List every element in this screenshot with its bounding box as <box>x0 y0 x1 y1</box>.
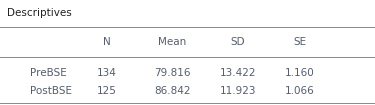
Text: N: N <box>103 37 111 47</box>
Text: PreBSE: PreBSE <box>30 68 67 79</box>
Text: 79.816: 79.816 <box>154 68 191 79</box>
Text: PostBSE: PostBSE <box>30 86 72 96</box>
Text: SD: SD <box>231 37 245 47</box>
Text: 86.842: 86.842 <box>154 86 191 96</box>
Text: 134: 134 <box>97 68 117 79</box>
Text: 125: 125 <box>97 86 117 96</box>
Text: 1.066: 1.066 <box>285 86 315 96</box>
Text: 13.422: 13.422 <box>220 68 257 79</box>
Text: 11.923: 11.923 <box>220 86 257 96</box>
Text: Mean: Mean <box>158 37 187 47</box>
Text: 1.160: 1.160 <box>285 68 315 79</box>
Text: SE: SE <box>293 37 307 47</box>
Text: Descriptives: Descriptives <box>8 8 72 18</box>
